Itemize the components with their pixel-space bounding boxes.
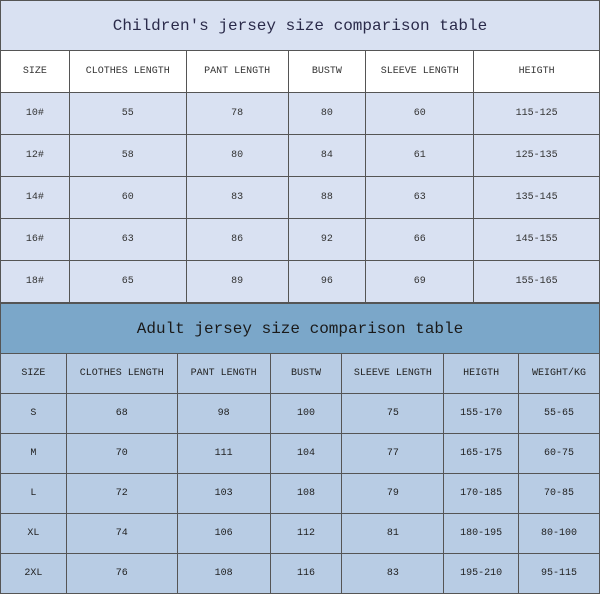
children-cell: 12# [1, 135, 70, 177]
children-cell: 89 [186, 261, 288, 303]
adult-cell: 116 [270, 554, 342, 594]
adult-title-row: Adult jersey size comparison table [1, 304, 600, 354]
adult-cell: 81 [342, 514, 444, 554]
children-cell: 60 [366, 93, 474, 135]
adult-cell: 76 [66, 554, 177, 594]
children-cell: 92 [288, 219, 366, 261]
children-cell: 55 [69, 93, 186, 135]
children-col-header: PANT LENGTH [186, 51, 288, 93]
adult-cell: 112 [270, 514, 342, 554]
children-cell: 83 [186, 177, 288, 219]
adult-cell: 79 [342, 474, 444, 514]
adult-col-header: HEIGTH [444, 354, 519, 394]
adult-col-header: SLEEVE LENGTH [342, 354, 444, 394]
children-cell: 58 [69, 135, 186, 177]
children-cell: 63 [69, 219, 186, 261]
table-row: 16#63869266145-155 [1, 219, 600, 261]
children-title-row: Children's jersey size comparison table [1, 1, 600, 51]
children-cell: 135-145 [474, 177, 600, 219]
adult-col-header: PANT LENGTH [177, 354, 270, 394]
children-cell: 80 [288, 93, 366, 135]
adult-cell: 75 [342, 394, 444, 434]
children-cell: 96 [288, 261, 366, 303]
children-col-header: SLEEVE LENGTH [366, 51, 474, 93]
adult-cell: 70-85 [519, 474, 600, 514]
adult-cell: 60-75 [519, 434, 600, 474]
adult-cell: 83 [342, 554, 444, 594]
children-cell: 60 [69, 177, 186, 219]
adult-cell: 77 [342, 434, 444, 474]
children-cell: 10# [1, 93, 70, 135]
adult-cell: 106 [177, 514, 270, 554]
children-cell: 18# [1, 261, 70, 303]
adult-cell: S [1, 394, 67, 434]
table-row: 10#55788060115-125 [1, 93, 600, 135]
children-cell: 145-155 [474, 219, 600, 261]
adult-cell: 100 [270, 394, 342, 434]
children-cell: 14# [1, 177, 70, 219]
adult-cell: 95-115 [519, 554, 600, 594]
children-header-row: SIZECLOTHES LENGTHPANT LENGTHBUSTWSLEEVE… [1, 51, 600, 93]
table-row: 18#65899669155-165 [1, 261, 600, 303]
adult-cell: 80-100 [519, 514, 600, 554]
adult-cell: M [1, 434, 67, 474]
adult-size-table: Adult jersey size comparison table SIZEC… [0, 303, 600, 594]
adult-cell: 165-175 [444, 434, 519, 474]
adult-cell: 104 [270, 434, 342, 474]
children-cell: 16# [1, 219, 70, 261]
adult-cell: 111 [177, 434, 270, 474]
adult-col-header: WEIGHT/KG [519, 354, 600, 394]
adult-title: Adult jersey size comparison table [1, 304, 600, 354]
table-row: 14#60838863135-145 [1, 177, 600, 219]
children-col-header: CLOTHES LENGTH [69, 51, 186, 93]
children-cell: 86 [186, 219, 288, 261]
adult-cell: 108 [177, 554, 270, 594]
children-cell: 78 [186, 93, 288, 135]
adult-cell: 72 [66, 474, 177, 514]
adult-cell: XL [1, 514, 67, 554]
children-cell: 69 [366, 261, 474, 303]
adult-cell: 68 [66, 394, 177, 434]
adult-cell: L [1, 474, 67, 514]
children-title: Children's jersey size comparison table [1, 1, 600, 51]
table-row: XL7410611281180-19580-100 [1, 514, 600, 554]
adult-cell: 170-185 [444, 474, 519, 514]
adult-col-header: SIZE [1, 354, 67, 394]
adult-header-row: SIZECLOTHES LENGTHPANT LENGTHBUSTWSLEEVE… [1, 354, 600, 394]
adult-cell: 74 [66, 514, 177, 554]
adult-cell: 55-65 [519, 394, 600, 434]
adult-cell: 180-195 [444, 514, 519, 554]
children-cell: 84 [288, 135, 366, 177]
adult-cell: 70 [66, 434, 177, 474]
children-cell: 125-135 [474, 135, 600, 177]
children-col-header: SIZE [1, 51, 70, 93]
adult-cell: 103 [177, 474, 270, 514]
adult-cell: 195-210 [444, 554, 519, 594]
adult-cell: 2XL [1, 554, 67, 594]
size-chart-container: Children's jersey size comparison table … [0, 0, 600, 594]
children-cell: 115-125 [474, 93, 600, 135]
children-size-table: Children's jersey size comparison table … [0, 0, 600, 303]
children-cell: 155-165 [474, 261, 600, 303]
adult-cell: 108 [270, 474, 342, 514]
children-col-header: BUSTW [288, 51, 366, 93]
children-cell: 80 [186, 135, 288, 177]
adult-cell: 155-170 [444, 394, 519, 434]
children-cell: 63 [366, 177, 474, 219]
table-row: M7011110477165-17560-75 [1, 434, 600, 474]
adult-cell: 98 [177, 394, 270, 434]
table-row: L7210310879170-18570-85 [1, 474, 600, 514]
table-row: 12#58808461125-135 [1, 135, 600, 177]
children-cell: 88 [288, 177, 366, 219]
children-cell: 61 [366, 135, 474, 177]
children-cell: 65 [69, 261, 186, 303]
adult-col-header: CLOTHES LENGTH [66, 354, 177, 394]
table-row: S689810075155-17055-65 [1, 394, 600, 434]
table-row: 2XL7610811683195-21095-115 [1, 554, 600, 594]
children-cell: 66 [366, 219, 474, 261]
adult-col-header: BUSTW [270, 354, 342, 394]
children-col-header: HEIGTH [474, 51, 600, 93]
